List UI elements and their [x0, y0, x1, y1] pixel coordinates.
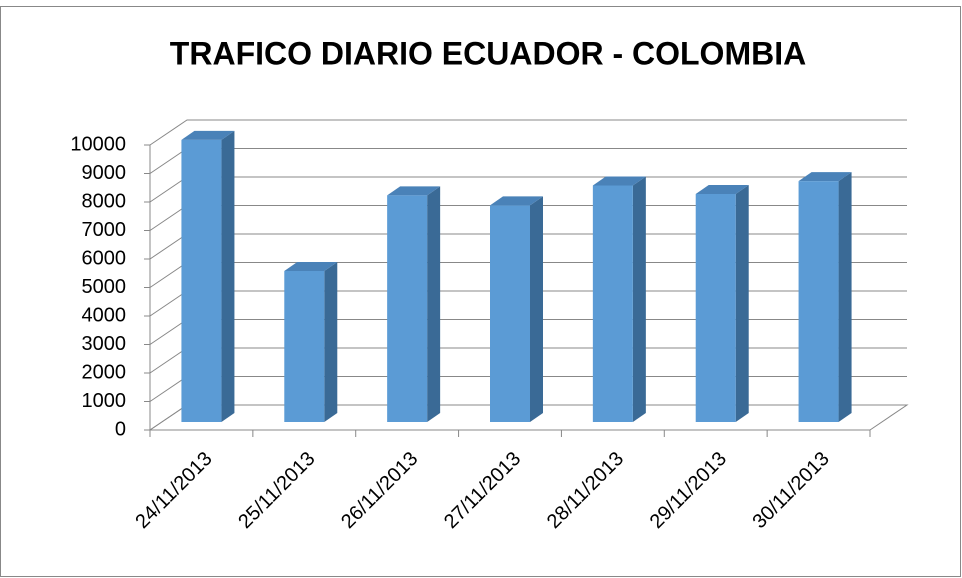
bar-front: [490, 205, 530, 422]
bar-side: [838, 172, 852, 422]
bar-front: [387, 195, 428, 422]
bar-front: [181, 139, 222, 422]
bar: [284, 261, 338, 422]
y-tick-label: 9000: [82, 162, 127, 184]
bar-top: [592, 176, 646, 186]
bar-front: [592, 185, 633, 422]
bar-side: [427, 186, 441, 422]
bar-top: [490, 196, 543, 206]
bar-top: [181, 130, 235, 140]
bar-top: [798, 172, 852, 182]
bar-front: [284, 270, 325, 422]
bar-top: [284, 261, 338, 271]
y-tick-label: 6000: [82, 247, 127, 269]
chart-title: TRAFICO DIARIO ECUADOR - COLOMBIA: [170, 35, 806, 71]
bar-top: [695, 185, 749, 194]
bar: [181, 130, 235, 422]
y-tick-label: 3000: [82, 333, 127, 355]
bar: [592, 176, 646, 422]
grid-line: [149, 119, 907, 146]
bar-top: [387, 186, 441, 196]
bar-side: [632, 176, 646, 422]
y-tick-label: 1000: [82, 390, 127, 412]
bar: [387, 186, 441, 422]
bar-side: [221, 130, 235, 422]
y-tick-label: 7000: [82, 219, 127, 241]
bar: [490, 196, 543, 422]
bar: [798, 172, 852, 422]
y-tick-label: 2000: [82, 361, 127, 383]
y-tick-label: 10000: [70, 133, 126, 155]
bar-side: [324, 261, 338, 422]
y-tick-label: 0: [115, 418, 126, 440]
bar-side: [735, 185, 749, 422]
y-tick-label: 8000: [82, 190, 127, 212]
y-tick-label: 4000: [82, 304, 127, 326]
bar-front: [695, 194, 736, 422]
y-tick-label: 5000: [82, 276, 127, 298]
bar-front: [798, 181, 839, 422]
bar: [695, 185, 749, 422]
bar-side: [530, 196, 543, 422]
